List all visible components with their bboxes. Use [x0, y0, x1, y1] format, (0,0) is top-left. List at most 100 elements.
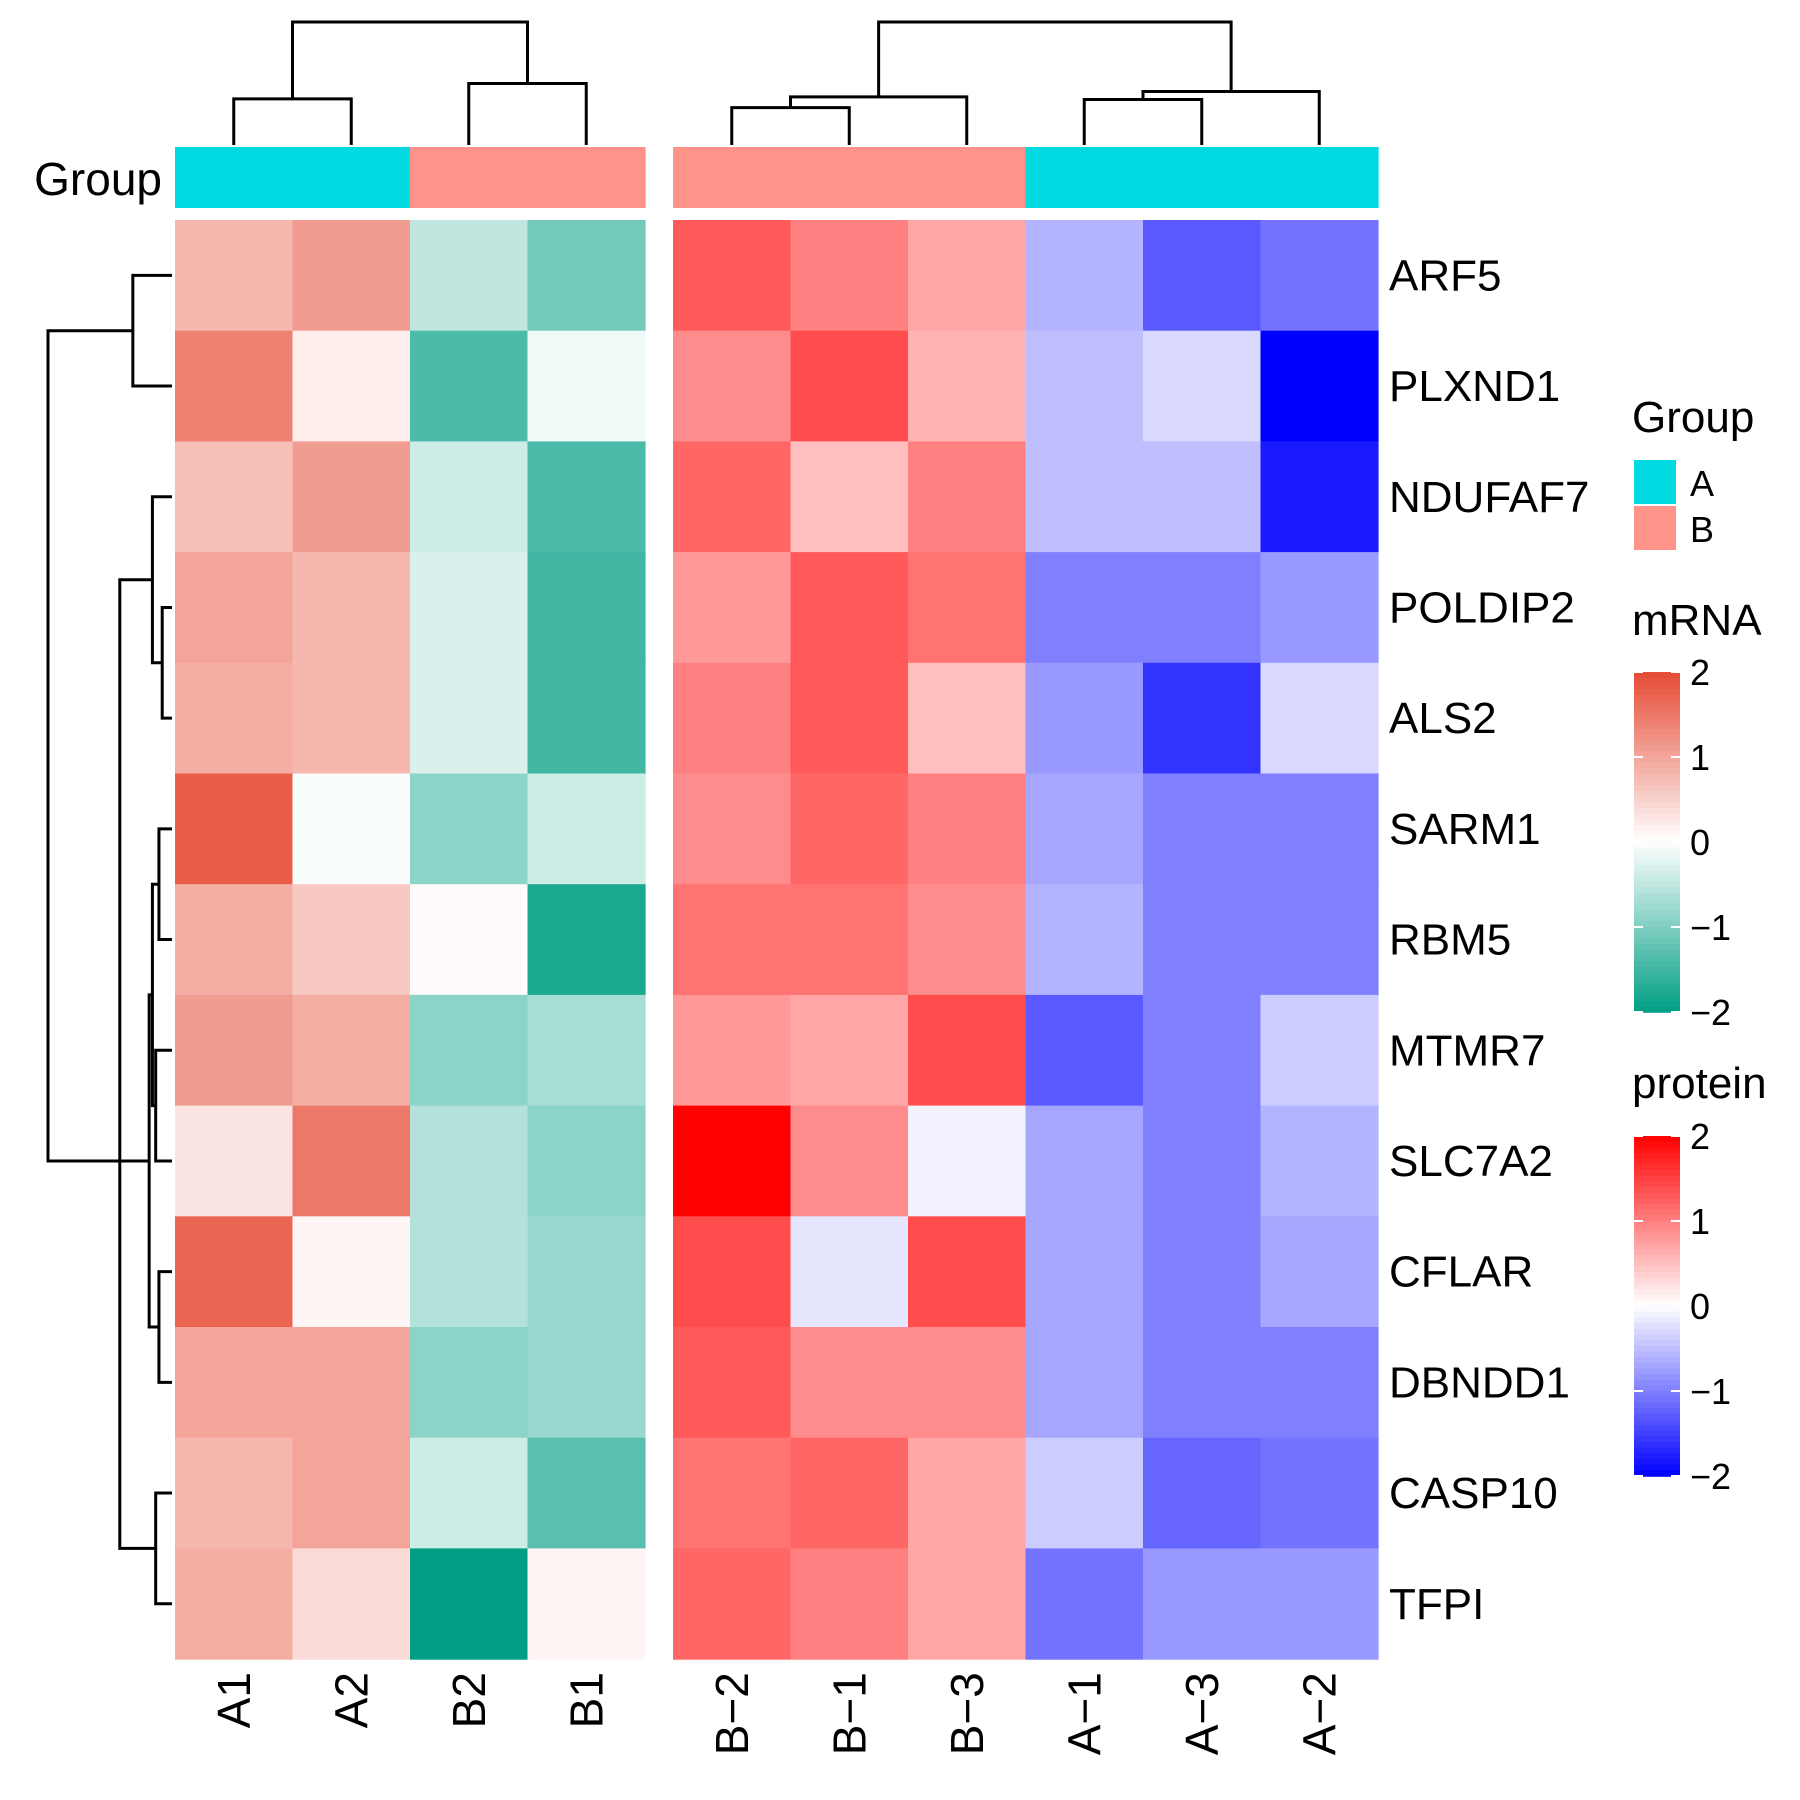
- mrna-color-legend: mRNA 2 1 0 −1 −2: [1632, 596, 1762, 1033]
- heatmap-cell-protein-poldip2-b-2: [673, 552, 792, 664]
- color-legend-gradient-step-protein: [1634, 1459, 1680, 1466]
- column-label-b-1: B−1: [823, 1672, 875, 1755]
- heatmap-cell-protein-casp10-a-3: [1143, 1437, 1262, 1549]
- heatmap-cell-protein-tfpi-a-2: [1260, 1548, 1379, 1660]
- color-legend-title-protein: protein: [1632, 1059, 1767, 1108]
- heatmap-cell-protein-slc7a2-b-3: [908, 1105, 1027, 1217]
- color-legend-gradient-step-protein: [1634, 1396, 1680, 1404]
- heatmap-cell-mrna-poldip2-b1: [527, 552, 646, 664]
- heatmap-cell-mrna-casp10-b2: [410, 1437, 529, 1549]
- color-legend-gradient-step-mrna: [1634, 791, 1680, 798]
- column-label-b-2: B−2: [706, 1672, 758, 1755]
- protein-color-legend: protein 2 1 0 −1 −2: [1632, 1059, 1767, 1497]
- heatmap-cell-mrna-rbm5-a2: [292, 884, 411, 996]
- color-legend-gradient-step-mrna: [1634, 677, 1680, 685]
- color-legend-gradient-step-mrna: [1634, 813, 1680, 821]
- heatmap-cell-protein-plxnd1-b-1: [790, 330, 909, 442]
- color-legend-gradient-step-mrna: [1634, 757, 1680, 764]
- heatmap-cell-protein-poldip2-b-3: [908, 552, 1027, 664]
- color-legend-gradient-step-mrna: [1634, 842, 1680, 849]
- heatmap-cell-protein-cflar-a-2: [1260, 1216, 1379, 1328]
- heatmap-cell-protein-ndufaf7-a-2: [1260, 441, 1379, 553]
- heatmap-cell-mrna-rbm5-a1: [175, 884, 294, 996]
- row-label-plxnd1: PLXND1: [1389, 362, 1560, 411]
- heatmap-cell-mrna-arf5-b2: [410, 220, 529, 332]
- heatmap-cell-protein-poldip2-a-3: [1143, 552, 1262, 664]
- heatmap-cell-protein-poldip2-a-1: [1025, 552, 1144, 664]
- heatmap-cell-mrna-poldip2-a1: [175, 552, 294, 664]
- column-label-b-3: B−3: [941, 1672, 993, 1755]
- color-legend-gradient-step-protein: [1634, 1238, 1680, 1245]
- heatmap-cell-mrna-dbndd1-a2: [292, 1327, 411, 1439]
- heatmap-cell-protein-mtmr7-b-1: [790, 994, 909, 1107]
- color-legend-gradient-step-mrna: [1634, 796, 1680, 804]
- row-dendrogram-branch-9: [118, 578, 156, 1550]
- color-legend-gradient-step-mrna: [1634, 774, 1680, 781]
- heatmap-cell-protein-casp10-a-2: [1260, 1437, 1379, 1549]
- row-label-casp10: CASP10: [1389, 1469, 1558, 1518]
- heatmap-cell-protein-tfpi-a-3: [1143, 1548, 1262, 1660]
- heatmap-cell-protein-cflar-a-1: [1025, 1216, 1144, 1328]
- heatmap-cell-protein-arf5-b-1: [790, 220, 909, 332]
- row-labels: ARF5 PLXND1 NDUFAF7 POLDIP2 ALS2 SARM1 RBM5 MTM…: [1389, 251, 1589, 1628]
- color-legend-gradient-step-protein: [1634, 1470, 1680, 1477]
- group-annotation-cell-a-2: [1260, 147, 1379, 208]
- heatmap-cell-mrna-casp10-b1: [527, 1437, 646, 1549]
- column-label-a-2: A−2: [1293, 1672, 1345, 1755]
- row-dendrogram-branch-7: [154, 1491, 172, 1606]
- heatmap-cell-protein-cflar-b-2: [673, 1216, 792, 1328]
- color-legend-gradient-step-protein: [1634, 1215, 1680, 1222]
- column-dendrogram-branch-protein-1: [1082, 98, 1204, 145]
- color-legend-gradient-step-protein: [1634, 1328, 1680, 1336]
- color-legend-gradient-step-mrna: [1634, 961, 1680, 968]
- heatmap-cell-protein-dbndd1-b-3: [908, 1327, 1027, 1439]
- heatmap-cell-mrna-ndufaf7-b2: [410, 441, 529, 553]
- column-dendrogram-branch-mrna-2: [291, 20, 529, 99]
- group-annotation-cell-a-1: [1025, 147, 1144, 208]
- color-legend-gradient-step-mrna: [1634, 768, 1680, 775]
- color-legend-tick-label-mrna: −2: [1690, 992, 1731, 1033]
- row-label-arf5: ARF5: [1389, 251, 1501, 300]
- heatmap-cell-mrna-plxnd1-b2: [410, 330, 529, 442]
- row-label-als2: ALS2: [1389, 694, 1497, 743]
- column-dendrogram-mrna: [232, 20, 588, 145]
- heatmap-cell-mrna-ndufaf7-b1: [527, 441, 646, 553]
- color-legend-gradient-step-mrna: [1634, 819, 1680, 826]
- column-dendrogram-branch-mrna-1: [467, 82, 588, 145]
- heatmap-cell-protein-slc7a2-a-2: [1260, 1105, 1379, 1217]
- color-legend-gradient-step-mrna: [1634, 808, 1680, 815]
- group-legend-swatch-b: [1634, 506, 1676, 550]
- color-legend-gradient-step-protein: [1634, 1345, 1680, 1353]
- heatmap-cell-mrna-plxnd1-a1: [175, 330, 294, 442]
- heatmap-cell-mrna-als2-b2: [410, 662, 529, 775]
- heatmap-cell-protein-als2-a-2: [1260, 662, 1379, 775]
- color-legend-tick-label-mrna: 1: [1690, 737, 1710, 778]
- color-legend-gradient-step-protein: [1634, 1357, 1680, 1364]
- group-annotation-cell-a1: [175, 147, 294, 208]
- color-legend-title-mrna: mRNA: [1632, 596, 1762, 645]
- color-legend-gradient-step-protein: [1634, 1391, 1680, 1398]
- heatmap-cell-mrna-sarm1-a2: [292, 773, 411, 885]
- heatmap-cell-protein-slc7a2-b-2: [673, 1105, 792, 1217]
- color-legend-gradient-step-protein: [1634, 1402, 1680, 1409]
- row-label-rbm5: RBM5: [1389, 916, 1511, 965]
- heatmap-cell-mrna-sarm1-b1: [527, 773, 646, 885]
- color-legend-gradient-step-mrna: [1634, 887, 1680, 894]
- heatmap-cell-protein-tfpi-b-1: [790, 1548, 909, 1660]
- heatmap-cell-protein-als2-a-1: [1025, 662, 1144, 775]
- heatmap-cell-mrna-slc7a2-b1: [527, 1105, 646, 1217]
- color-legend-gradient-step-protein: [1634, 1243, 1680, 1251]
- heatmap-cell-protein-slc7a2-b-1: [790, 1105, 909, 1217]
- color-legend-gradient-step-protein: [1634, 1334, 1680, 1341]
- heatmap-cell-protein-arf5-a-2: [1260, 220, 1379, 332]
- group-annotation-cell-b-2: [673, 147, 792, 208]
- heatmap-cell-protein-cflar-b-1: [790, 1216, 909, 1328]
- color-legend-gradient-step-mrna: [1634, 836, 1680, 843]
- row-label-ndufaf7: NDUFAF7: [1389, 473, 1589, 522]
- heatmap-cell-mrna-arf5-b1: [527, 220, 646, 332]
- heatmap-cell-protein-plxnd1-b-3: [908, 330, 1027, 442]
- color-legend-gradient-step-protein: [1634, 1442, 1680, 1449]
- heatmap-cell-mrna-casp10-a1: [175, 1437, 294, 1549]
- color-legend-gradient-step-protein: [1634, 1300, 1680, 1307]
- column-dendrogram-branch-protein-2: [789, 95, 969, 145]
